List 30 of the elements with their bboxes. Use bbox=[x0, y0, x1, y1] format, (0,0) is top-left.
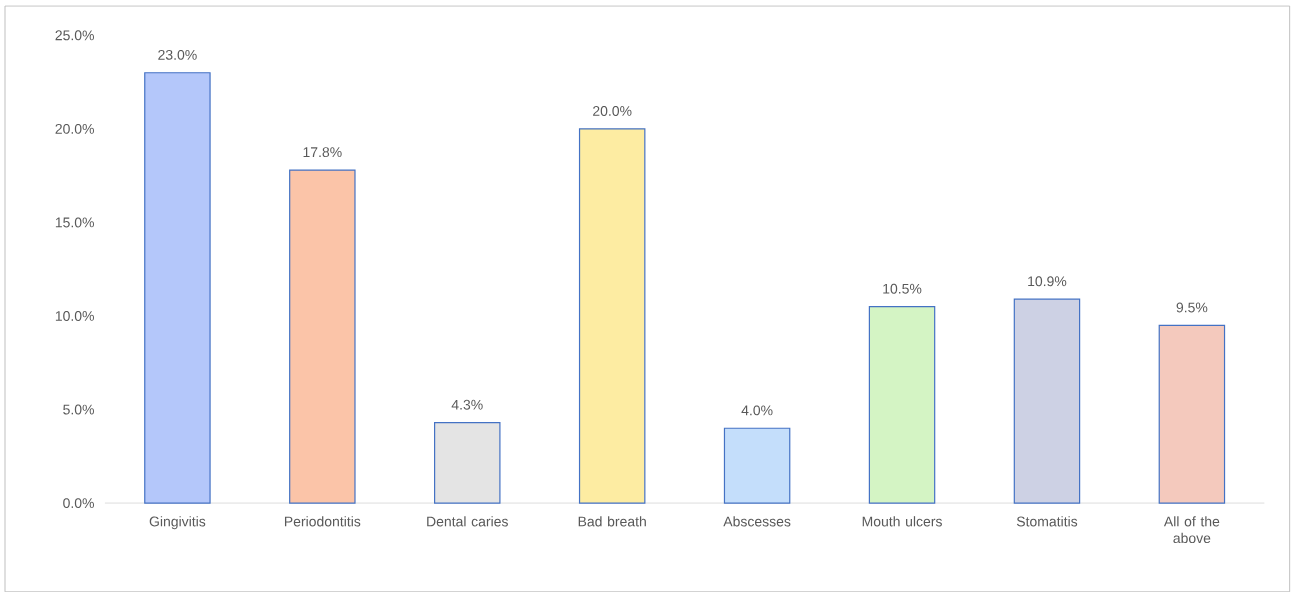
x-tick-label: All of the above bbox=[1163, 516, 1220, 543]
x-tick-label: Gingivitis bbox=[149, 516, 206, 530]
x-tick-label: Stomatitis bbox=[1016, 516, 1078, 527]
bar bbox=[1013, 298, 1081, 504]
data-label: 9.5% bbox=[1176, 302, 1208, 313]
y-tick-label: 15.0% bbox=[55, 217, 94, 228]
x-tick-label: Dental caries bbox=[427, 516, 508, 527]
bar bbox=[434, 421, 501, 504]
bar bbox=[144, 71, 211, 504]
bar bbox=[868, 305, 936, 504]
bar bbox=[1158, 324, 1226, 504]
data-label: 10.5% bbox=[883, 283, 922, 294]
data-label: 23.0% bbox=[158, 49, 197, 60]
x-tick-label: Bad breath bbox=[578, 516, 646, 527]
y-tick-label: 10.0% bbox=[55, 310, 94, 321]
bar bbox=[289, 169, 356, 504]
bar bbox=[578, 128, 646, 504]
x-tick-label: Mouth ulcers bbox=[862, 516, 942, 527]
data-label: 20.0% bbox=[593, 105, 632, 116]
x-tick-label: Periodontitis bbox=[284, 516, 361, 527]
y-tick-label: 0.0% bbox=[63, 497, 94, 508]
bar bbox=[723, 427, 791, 504]
data-label: 17.8% bbox=[303, 147, 342, 157]
data-label: 4.3% bbox=[451, 399, 483, 410]
data-label: 4.0% bbox=[741, 405, 773, 416]
data-label: 10.9% bbox=[1028, 276, 1067, 287]
y-tick-label: 20.0% bbox=[55, 123, 94, 134]
x-tick-label: Abscesses bbox=[723, 516, 791, 527]
y-tick-label: 5.0% bbox=[63, 404, 94, 415]
y-tick-label: 25.0% bbox=[55, 30, 94, 41]
